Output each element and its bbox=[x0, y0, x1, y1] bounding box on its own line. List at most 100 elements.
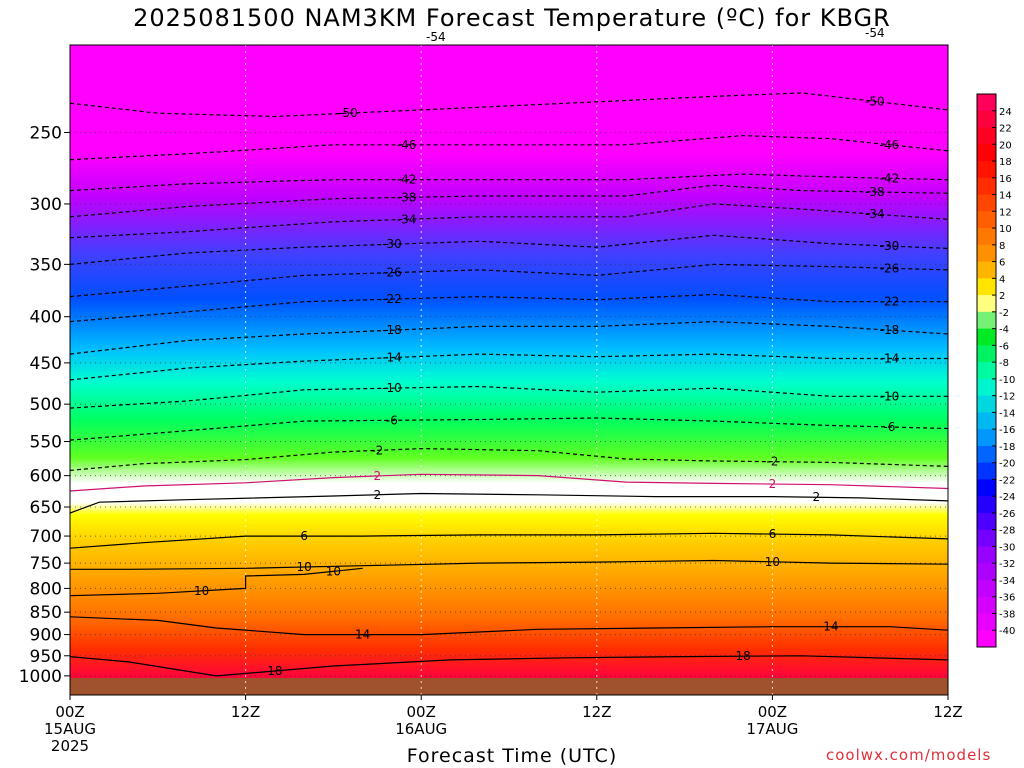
contour-line--46 bbox=[70, 134, 948, 161]
colorbar-label: -26 bbox=[999, 509, 1015, 520]
colorbar-label: -34 bbox=[999, 576, 1015, 587]
colorbar-bin bbox=[977, 546, 996, 564]
y-tick-label: 750 bbox=[30, 554, 62, 574]
contour-label: 10 bbox=[326, 564, 341, 578]
contour-label: -10 bbox=[880, 389, 900, 403]
contour-label: -50 bbox=[338, 106, 358, 120]
y-tick-label: 550 bbox=[30, 433, 62, 453]
contour-label: -22 bbox=[382, 292, 402, 306]
contour-line--26 bbox=[70, 263, 948, 298]
contour-label: -18 bbox=[382, 323, 402, 337]
contour-line--10 bbox=[70, 385, 948, 409]
contour-label: -26 bbox=[382, 266, 402, 280]
colorbar-bin bbox=[977, 395, 996, 413]
colorbar: 24 22 20 18 16 14 12 10 8 6 4 2 -2 -4 -6 -8 -10 -12 -14 -16… bbox=[976, 93, 1015, 648]
x-tick-label: 00Z bbox=[55, 703, 84, 721]
colorbar-label: 20 bbox=[999, 140, 1012, 151]
colorbar-label: -28 bbox=[999, 526, 1015, 537]
y-tick-label: 1000 bbox=[19, 667, 62, 687]
contour-label: -6 bbox=[386, 413, 398, 427]
y-tick-label: 350 bbox=[30, 255, 62, 275]
colorbar-label: -16 bbox=[999, 425, 1015, 436]
y-tick-label: 800 bbox=[30, 579, 62, 599]
y-tick-label: 400 bbox=[30, 308, 62, 328]
colorbar-label: 24 bbox=[999, 107, 1012, 118]
colorbar-label: -2 bbox=[999, 308, 1009, 319]
colorbar-label: -4 bbox=[999, 325, 1009, 336]
contour-label: -42 bbox=[397, 173, 417, 187]
contour-label: 2 bbox=[812, 490, 820, 504]
colorbar-bin bbox=[977, 127, 996, 145]
contour-label: -6 bbox=[883, 420, 895, 434]
contour-label: 18 bbox=[267, 664, 282, 678]
colorbar-bin bbox=[977, 596, 996, 614]
contour-line-14 bbox=[70, 616, 948, 636]
contour-line--34 bbox=[70, 203, 948, 239]
contour-label: 10 bbox=[194, 584, 209, 598]
y-tick-label: 600 bbox=[30, 467, 62, 487]
colorbar-bin bbox=[977, 261, 996, 279]
credit-link[interactable]: coolwx.com/models bbox=[826, 746, 992, 764]
x-axis-title: Forecast Time (UTC) bbox=[406, 745, 618, 767]
colorbar-frame bbox=[976, 93, 997, 648]
x-tick-label: 12Z bbox=[231, 703, 260, 721]
colorbar-label: 6 bbox=[999, 258, 1005, 269]
colorbar-label: 2 bbox=[999, 291, 1005, 302]
contour-label: -46 bbox=[397, 138, 417, 152]
contour-label: -22 bbox=[880, 295, 900, 309]
x-tick-label: 00Z bbox=[758, 703, 787, 721]
contour-label: 10 bbox=[765, 555, 780, 569]
colorbar-bin bbox=[977, 613, 996, 631]
colorbar-bin bbox=[977, 110, 996, 129]
colorbar-bin bbox=[977, 244, 996, 263]
colorbar-bin bbox=[977, 144, 996, 162]
colorbar-bin bbox=[977, 228, 996, 246]
contour-label: -18 bbox=[880, 323, 900, 337]
colorbar-label: -24 bbox=[999, 492, 1015, 503]
colorbar-label: -6 bbox=[999, 341, 1009, 352]
contour-label: 2 bbox=[373, 488, 381, 502]
colorbar-label: -10 bbox=[999, 375, 1015, 386]
colorbar-label: 4 bbox=[999, 274, 1005, 285]
colorbar-label: -14 bbox=[999, 408, 1015, 419]
y-tick-label: 450 bbox=[30, 354, 62, 374]
y-tick-label: 950 bbox=[30, 647, 62, 667]
contour-label: -42 bbox=[880, 171, 900, 185]
colorbar-label: -20 bbox=[999, 459, 1015, 470]
y-tick-label: 250 bbox=[30, 123, 62, 143]
colorbar-bin bbox=[977, 211, 996, 229]
y-tick-label: 900 bbox=[30, 626, 62, 646]
colorbar-label: 12 bbox=[999, 207, 1012, 218]
colorbar-label: -36 bbox=[999, 593, 1015, 604]
contour-line--50 bbox=[70, 92, 948, 118]
contour-label: 14 bbox=[355, 628, 370, 642]
y-tick-label: 700 bbox=[30, 527, 62, 547]
contour-label: -54 bbox=[865, 26, 885, 40]
contour-line-2 bbox=[70, 473, 948, 492]
contour-line--18 bbox=[70, 320, 948, 355]
contour-label: -14 bbox=[880, 351, 900, 365]
colorbar-label: 8 bbox=[999, 241, 1005, 252]
contour-line--22 bbox=[70, 293, 948, 323]
x-tick-label: 15AUG bbox=[44, 720, 96, 738]
colorbar-label: 14 bbox=[999, 191, 1012, 202]
contour-line-2 bbox=[70, 492, 948, 514]
colorbar-bin bbox=[977, 161, 996, 179]
colorbar-label: -32 bbox=[999, 559, 1015, 570]
contour-label: -38 bbox=[397, 190, 417, 204]
colorbar-label: -38 bbox=[999, 609, 1015, 620]
contour-lines bbox=[70, 92, 948, 677]
contour-label: -46 bbox=[880, 138, 900, 152]
contour-label: -14 bbox=[382, 351, 402, 365]
y-tick-label: 500 bbox=[30, 395, 62, 415]
contour-label: 2 bbox=[769, 477, 777, 491]
colorbar-bin bbox=[977, 311, 996, 330]
y-tick-label: 850 bbox=[30, 603, 62, 623]
colorbar-bin bbox=[977, 630, 996, 648]
colorbar-bin bbox=[977, 529, 996, 547]
colorbar-bin bbox=[977, 412, 996, 430]
contour-label: 6 bbox=[769, 527, 777, 541]
colorbar-bin bbox=[977, 345, 996, 363]
contour-line--30 bbox=[70, 234, 948, 265]
